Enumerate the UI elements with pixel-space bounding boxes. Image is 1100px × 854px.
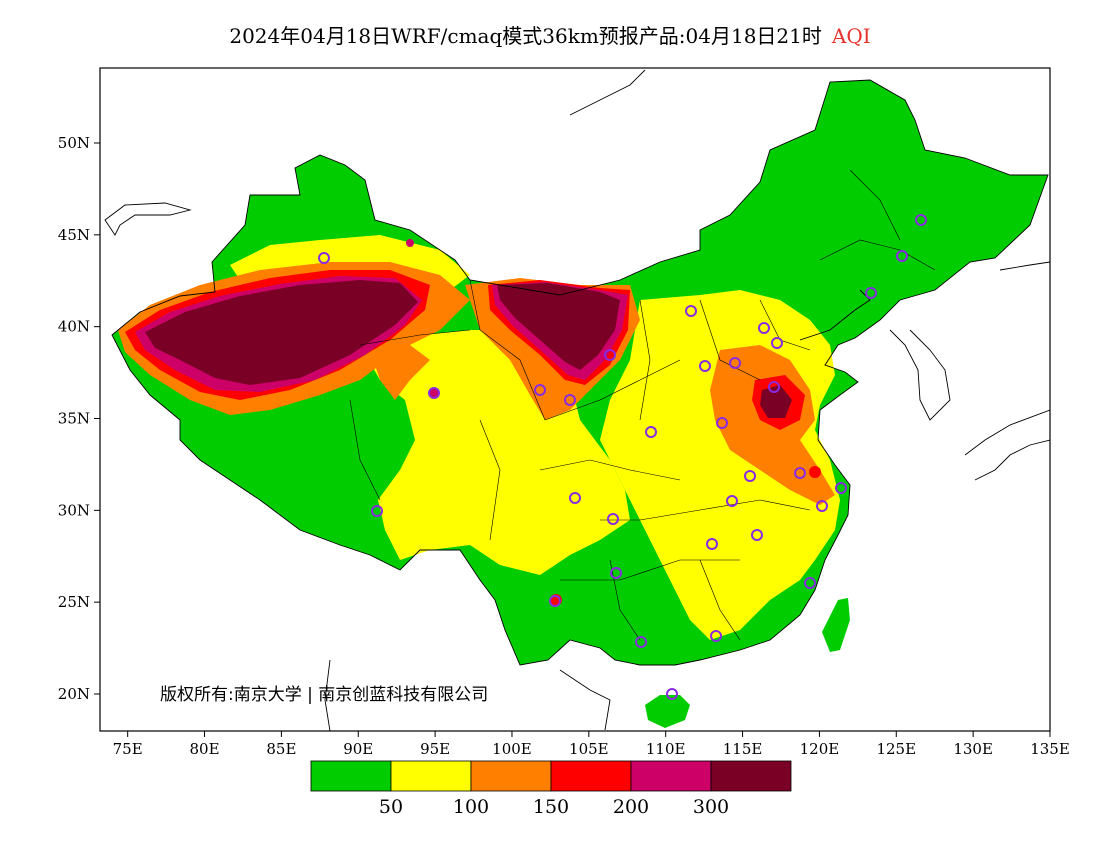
- lon-tick-label: 135E: [1030, 740, 1070, 758]
- station-marker: [685, 305, 697, 317]
- hotspot-jiangsu: [809, 466, 821, 478]
- station-marker: [635, 636, 647, 648]
- lon-tick-label: 75E: [113, 740, 143, 758]
- legend-swatch: [550, 760, 632, 792]
- station-marker: [865, 287, 877, 299]
- hazardous-zone-tarim: [145, 280, 418, 385]
- map-plot-area: [104, 69, 1050, 731]
- sensitive-zone-qinghai: [370, 345, 430, 400]
- lon-tick-label: 125E: [876, 740, 916, 758]
- legend-label: 100: [453, 796, 489, 818]
- aqi-legend: 50 100 150 200 300: [310, 760, 792, 818]
- station-marker: [716, 417, 728, 429]
- station-marker: [699, 360, 711, 372]
- lon-tick-label: 90E: [343, 740, 373, 758]
- lat-tick-label: 50N: [58, 134, 90, 152]
- lon-tick-label: 115E: [723, 740, 763, 758]
- station-marker: [794, 467, 806, 479]
- station-marker: [751, 529, 763, 541]
- station-marker: [744, 470, 756, 482]
- copyright-text: 版权所有:南京大学 | 南京创蓝科技有限公司: [160, 685, 489, 705]
- station-marker: [666, 688, 678, 700]
- station-marker: [371, 505, 383, 517]
- lon-tick-label: 110E: [646, 740, 686, 758]
- station-marker: [549, 595, 561, 607]
- title-main: 2024年04月18日WRF/cmaq模式36km预报产品:04月18日21时: [229, 24, 822, 48]
- station-marker: [428, 387, 440, 399]
- station-marker: [804, 577, 816, 589]
- lon-tick-label: 80E: [190, 740, 220, 758]
- lat-tick-label: 40N: [58, 318, 90, 336]
- japan-outline: [964, 409, 1050, 481]
- station-marker: [564, 394, 576, 406]
- legend-swatch: [630, 760, 712, 792]
- station-marker: [534, 384, 546, 396]
- station-marker: [645, 426, 657, 438]
- lon-tick-label: 105E: [569, 740, 609, 758]
- legend-label: 150: [533, 796, 569, 818]
- borders: [104, 69, 1050, 731]
- russia-coast-outline: [569, 69, 1050, 271]
- korea-outline: [889, 329, 951, 421]
- kazakhstan-lake-outline: [104, 202, 192, 236]
- longitude-axis: 75E 80E 85E 90E 95E 100E 105E 110E 115E 120E 125E 1…: [113, 731, 1070, 758]
- hotspot-xinjiang-north: [406, 239, 414, 247]
- lat-tick-label: 35N: [58, 410, 90, 428]
- lat-tick-label: 30N: [58, 501, 90, 519]
- station-marker: [771, 337, 783, 349]
- station-marker: [706, 538, 718, 550]
- lon-tick-label: 95E: [420, 740, 450, 758]
- latitude-axis: 20N 25N 30N 35N 40N 45N 50N: [58, 134, 100, 703]
- indochina-outline: [324, 659, 611, 731]
- hotspot-central: [429, 388, 439, 398]
- station-marker: [318, 252, 330, 264]
- hazardous-zone-gobi: [497, 283, 620, 370]
- station-marker: [915, 214, 927, 226]
- station-marker: [726, 495, 738, 507]
- legend-label: 300: [693, 796, 729, 818]
- legend-label: 200: [613, 796, 649, 818]
- legend-swatch: [470, 760, 552, 792]
- lon-tick-label: 100E: [492, 740, 532, 758]
- station-marker: [816, 500, 828, 512]
- hainan-island: [645, 695, 690, 728]
- lon-tick-label: 120E: [800, 740, 840, 758]
- station-marker: [835, 482, 847, 494]
- station-marker: [604, 349, 616, 361]
- lat-tick-label: 25N: [58, 593, 90, 611]
- map-title: 2024年04月18日WRF/cmaq模式36km预报产品:04月18日21时 A…: [0, 20, 1100, 49]
- station-marker: [768, 381, 780, 393]
- legend-label: 50: [379, 796, 403, 818]
- china-outline: [111, 79, 1049, 666]
- station-marker: [729, 357, 741, 369]
- hazardous-zone-shandong: [760, 385, 792, 418]
- station-marker: [758, 322, 770, 334]
- title-variable: AQI: [831, 24, 871, 48]
- lat-tick-label: 45N: [58, 226, 90, 244]
- legend-swatch: [390, 760, 472, 792]
- station-marker: [896, 250, 908, 262]
- station-marker: [569, 492, 581, 504]
- station-marker: [610, 567, 622, 579]
- taiwan-island: [822, 598, 850, 652]
- station-marker: [607, 513, 619, 525]
- lon-tick-label: 130E: [953, 740, 993, 758]
- legend-swatch: [710, 760, 792, 792]
- legend-swatch: [310, 760, 392, 792]
- station-marker: [710, 630, 722, 642]
- plot-frame: [99, 67, 1051, 732]
- station-markers: [318, 214, 927, 700]
- lon-tick-label: 85E: [266, 740, 296, 758]
- lat-tick-label: 20N: [58, 685, 90, 703]
